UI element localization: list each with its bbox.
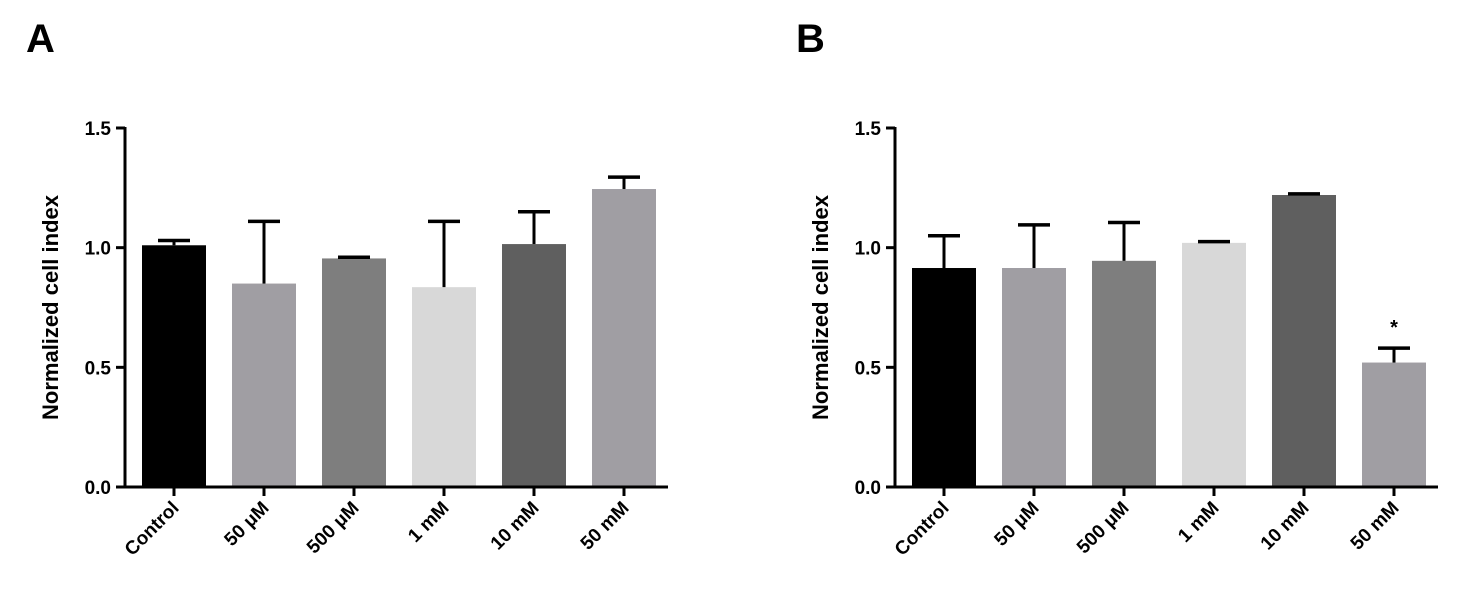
chart-b-category-label: 50 mM <box>1347 498 1404 555</box>
chart-b-bar <box>1092 260 1156 487</box>
chart-a-error-bar <box>608 175 640 190</box>
chart-a-bar <box>322 258 386 487</box>
chart-a-error-bar <box>428 219 460 288</box>
chart-b-y-axis-title: Normalized cell index <box>808 194 833 420</box>
chart-b-y-tick-label: 1.5 <box>855 119 882 140</box>
chart-a: 0.0 0.5 1.0 1.5 Control 50 μM 500 μM 1 mM 10 mM 5… <box>38 119 668 560</box>
chart-a-error-bar <box>518 210 550 245</box>
chart-a-y-tick-label: 0.0 <box>85 478 111 499</box>
chart-b-error-bar <box>1198 239 1230 244</box>
chart-b-category-label: 10 mM <box>1257 498 1314 555</box>
chart-a-category-label: 10 mM <box>487 498 544 555</box>
chart-a-y-axis-title: Normalized cell index <box>38 194 63 420</box>
chart-b-significance-marker: * <box>1390 317 1398 339</box>
chart-a-category-label: 500 μM <box>303 498 363 558</box>
chart-a-error-bar <box>338 255 370 259</box>
chart-a-category-label: 50 mM <box>577 498 634 555</box>
chart-a-y-tick-label: 0.5 <box>85 358 112 379</box>
chart-b-bar <box>1002 268 1066 487</box>
chart-b-error-bar <box>1288 192 1320 196</box>
chart-b-bar <box>1272 195 1336 487</box>
chart-b-error-bar <box>1018 223 1050 269</box>
chart-a-bar <box>412 287 476 487</box>
chart-b-bar <box>912 268 976 487</box>
chart-b-error-bar <box>928 233 960 269</box>
chart-b-category-label: 500 μM <box>1073 498 1133 558</box>
chart-a-bar <box>232 283 296 487</box>
chart-a-error-bar <box>158 238 190 246</box>
panel-label-a: A <box>26 17 55 61</box>
chart-b-category-label: Control <box>891 498 954 561</box>
panel-label-b: B <box>796 17 825 61</box>
chart-a-y-tick-label: 1.0 <box>85 239 111 260</box>
chart-b-error-bar <box>1378 346 1410 363</box>
chart-b-bar <box>1182 242 1246 487</box>
chart-b-bar <box>1362 362 1426 487</box>
chart-a-bar <box>142 245 206 487</box>
chart-b-category-label: 50 μM <box>991 498 1044 551</box>
chart-a-category-label: Control <box>121 498 184 561</box>
chart-a-category-label: 50 μM <box>221 498 274 551</box>
chart-b-error-bar <box>1108 220 1140 261</box>
chart-b-y-tick-label: 0.0 <box>855 478 881 499</box>
chart-a-category-label: 1 mM <box>404 498 453 547</box>
chart-b-category-label: 1 mM <box>1174 498 1223 547</box>
chart-a-y-tick-label: 1.5 <box>85 119 112 140</box>
chart-a-error-bar <box>248 219 280 284</box>
chart-a-bar <box>502 244 566 487</box>
chart-a-bar <box>592 189 656 487</box>
chart-b-y-tick-label: 0.5 <box>855 358 882 379</box>
chart-b: * 0.0 0.5 1.0 1.5 Control 50 μM 500 μM 1 mM 10 mM… <box>808 119 1438 560</box>
chart-b-y-tick-label: 1.0 <box>855 239 881 260</box>
